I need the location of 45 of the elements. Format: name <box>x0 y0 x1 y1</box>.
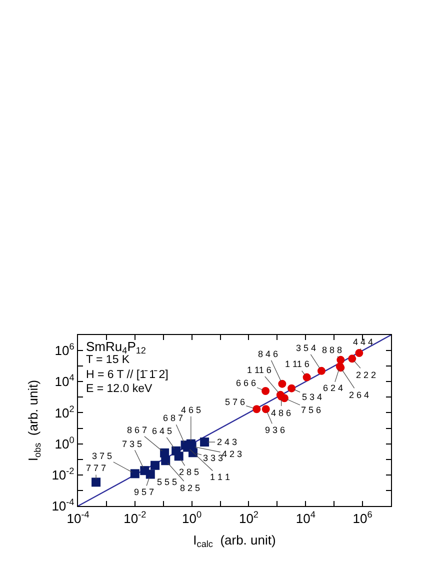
annotation: 3 5 4 <box>296 343 316 353</box>
y-tick-label: 10$^{6}$ <box>54 342 74 358</box>
annotation: H = 6 T // [1̄ 1̄ 2] <box>86 369 168 381</box>
annotation: 8 6 7 <box>127 425 148 435</box>
annotation: 3 7 5 <box>92 451 112 461</box>
annotation: 8 8 8 <box>322 345 342 355</box>
annotation: 2 8 5 <box>179 467 200 477</box>
y-tick-label: 10$^{-2}$ <box>52 466 74 482</box>
annotation: 7 5 6 <box>301 405 322 415</box>
annotation: T = 15 K <box>86 354 130 366</box>
x-tick-label: 10$^{0}$ <box>182 509 202 526</box>
annotation: 9 3 6 <box>265 425 286 435</box>
x-axis-title: I$_{calc}$ (arb. unit) <box>193 532 276 550</box>
annotation: 1 11 6 <box>247 365 272 375</box>
annotation: 1 11 6 <box>285 359 310 369</box>
annotation: 6 4 5 <box>152 426 172 436</box>
annotation: 1 1 1 <box>210 472 230 482</box>
x-tick-label: 10$^{2}$ <box>238 509 258 526</box>
annotation: 2 2 2 <box>356 370 376 380</box>
annotation: 9 5 7 <box>134 487 154 497</box>
annotation: 3 3 3 <box>203 453 224 463</box>
annotation: 8 2 5 <box>180 483 200 493</box>
annotation: 4 4 4 <box>353 337 374 347</box>
annotation: 4 2 3 <box>222 449 242 459</box>
annotation: 6 8 7 <box>163 413 184 423</box>
y-tick-label: 10$^{2}$ <box>54 404 74 420</box>
x-tick-label: 10$^{-2}$ <box>124 509 146 526</box>
annotation: 7 3 5 <box>122 439 142 449</box>
annotation: 6 6 6 <box>236 378 256 388</box>
annotation: 2 4 3 <box>217 437 238 447</box>
y-tick-label: 10$^{0}$ <box>54 434 74 452</box>
annotation: 7 7 7 <box>86 463 106 473</box>
x-tick-label: 10$^{4}$ <box>296 509 316 526</box>
annotation: 5 7 6 <box>225 397 246 407</box>
annotation: 6 2 4 <box>323 383 344 393</box>
annotation: 5 3 4 <box>302 392 322 402</box>
annotation: 4 6 5 <box>181 405 202 415</box>
annotation: 8 4 6 <box>258 349 278 359</box>
annotation: 4 8 6 <box>271 408 292 418</box>
y-tick-label: 10$^{4}$ <box>54 372 74 390</box>
x-tick-label: 10$^{6}$ <box>352 509 372 526</box>
annotation: 5 5 5 <box>157 477 178 487</box>
annotation: E = 12.0 keV <box>86 383 152 395</box>
annotation: SmRu$_{4}$P$_{12}$ <box>86 339 146 356</box>
annotation: 2 6 4 <box>349 390 370 400</box>
